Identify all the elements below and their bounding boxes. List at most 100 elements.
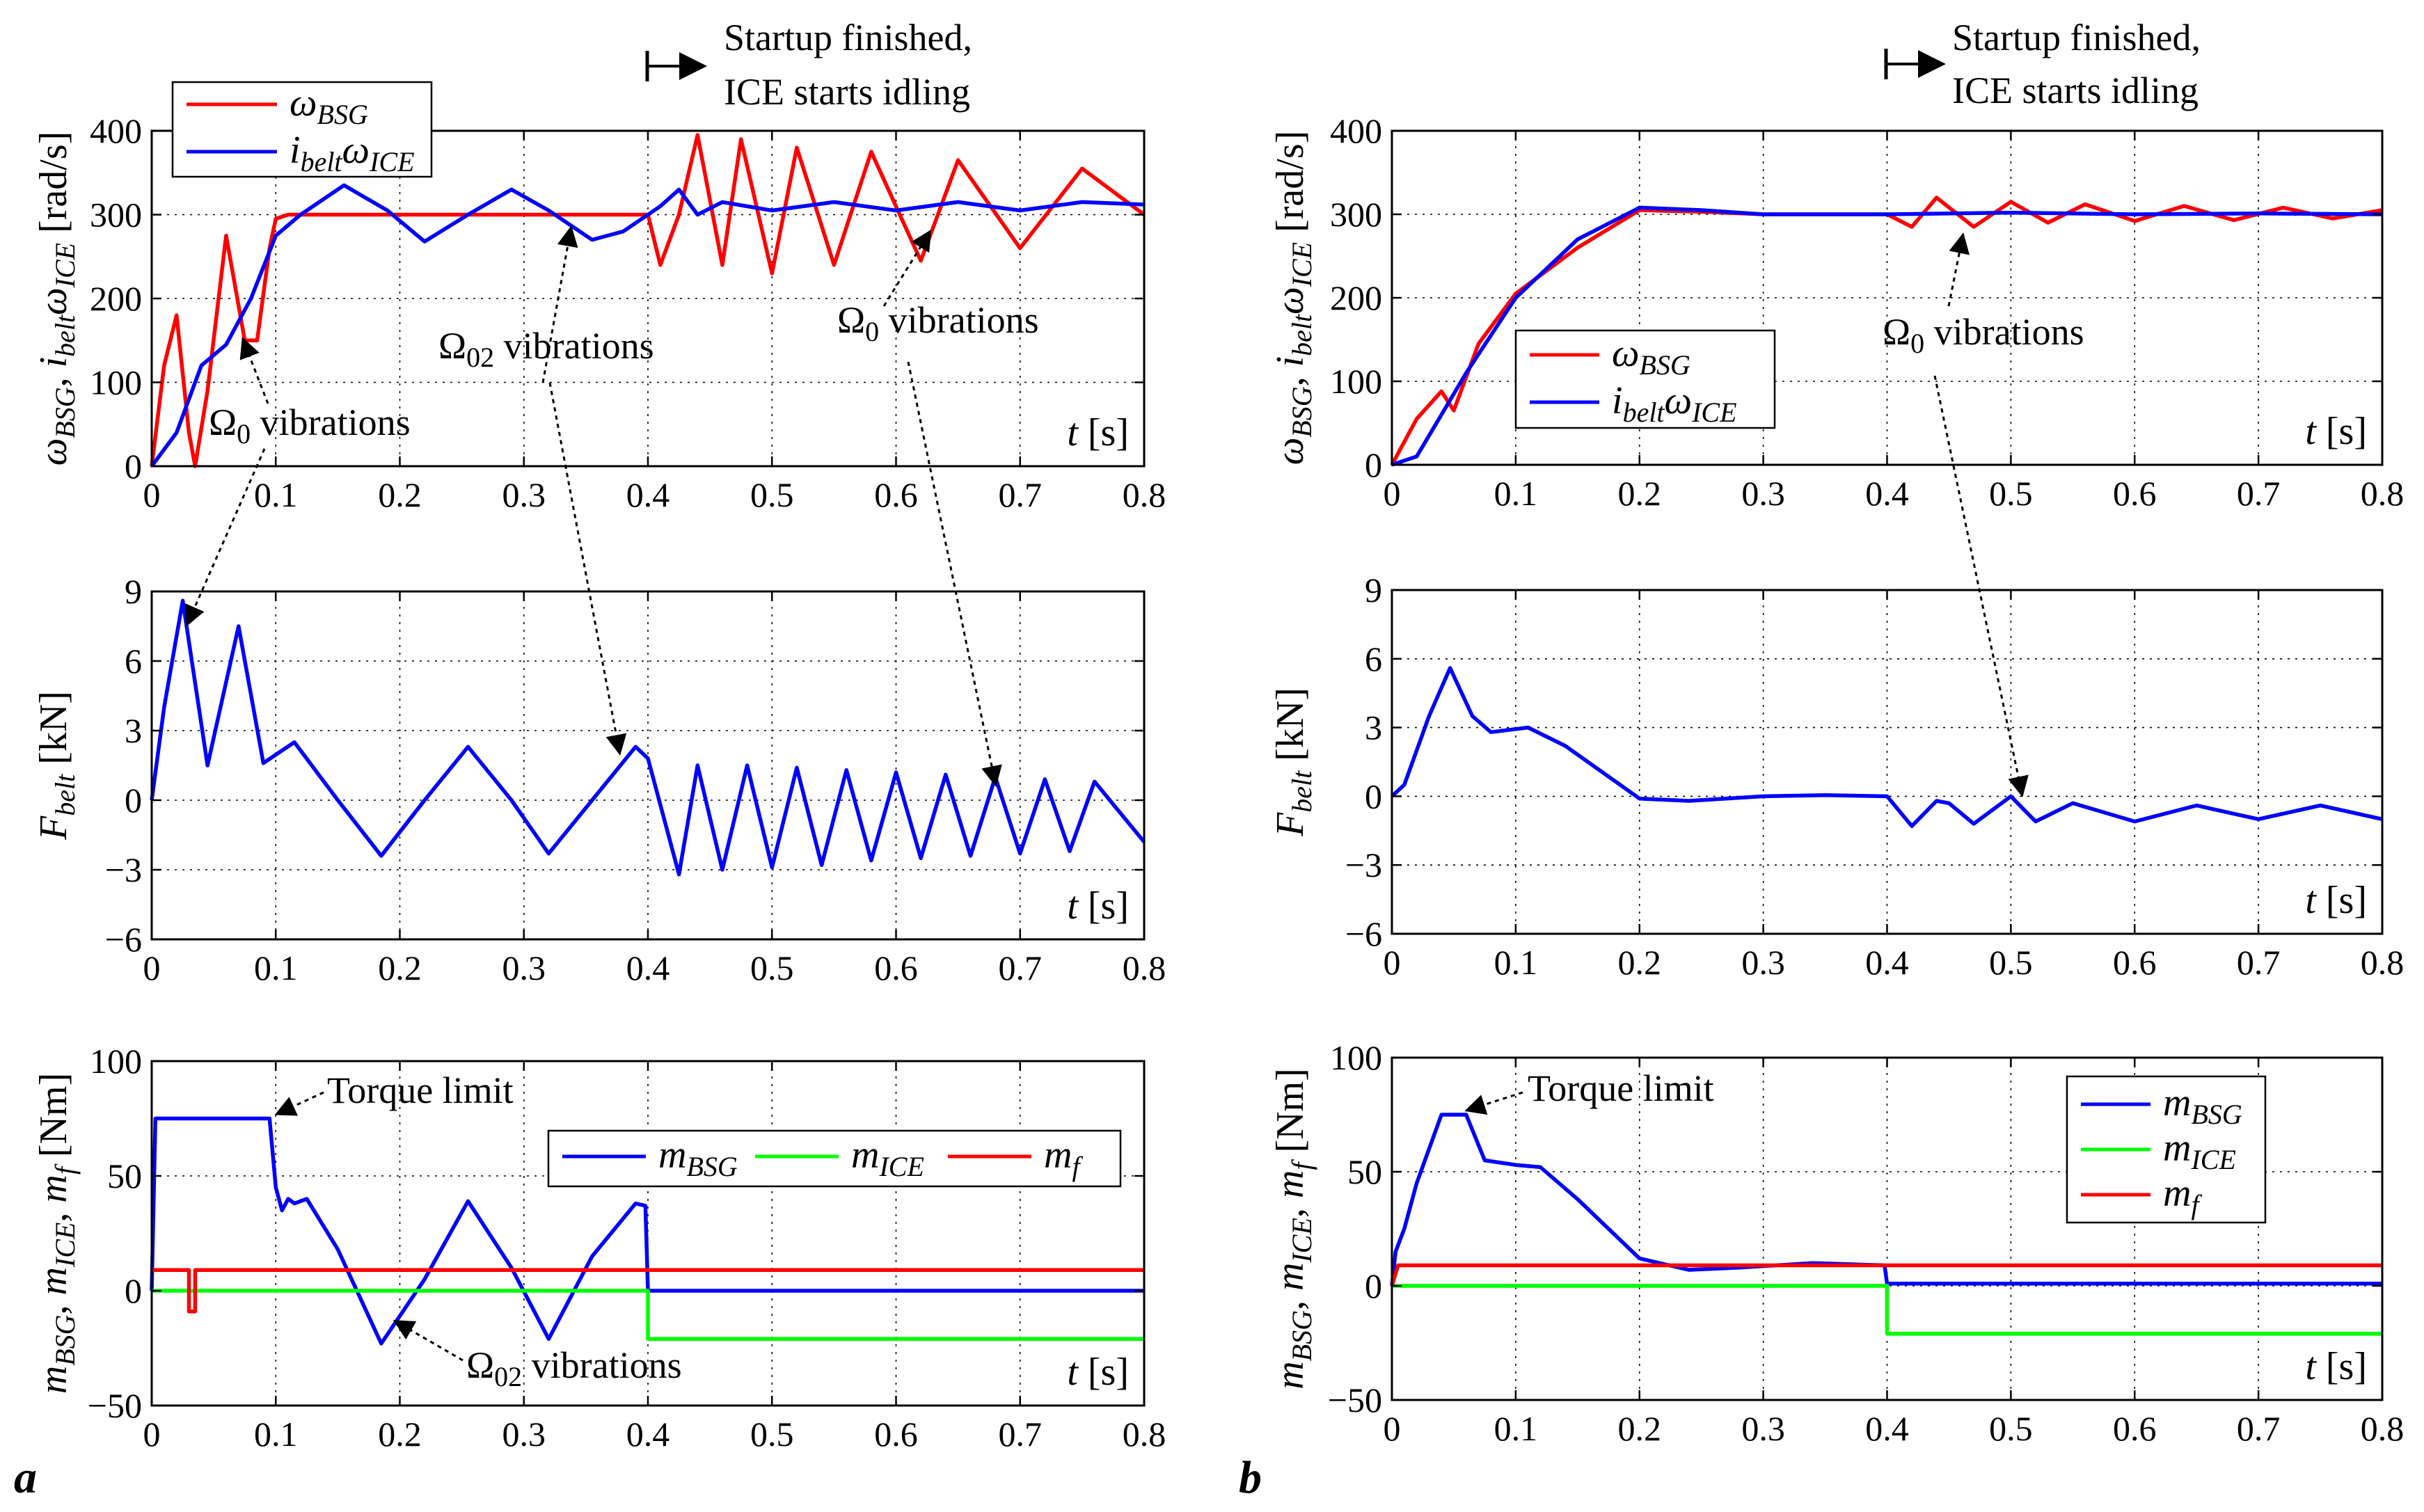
x-axis-label: t [s] <box>2305 410 2367 453</box>
series-line-mBSG <box>150 1116 1144 1346</box>
grid <box>1392 590 2382 934</box>
x-tick-label: 0.4 <box>626 948 670 987</box>
y-tick-label: 100 <box>90 363 142 402</box>
x-tick-label: 0.5 <box>1989 943 2033 982</box>
x-tick-label: 0.1 <box>254 948 298 987</box>
torque-limit-label: Torque limit <box>327 1069 514 1111</box>
x-tick-label: 0.4 <box>1865 474 1909 513</box>
omega0-label: Ω0 vibrations <box>1883 311 2084 359</box>
x-tick-label: 0.2 <box>1618 1409 1662 1448</box>
annotation-arrow <box>1464 1091 1523 1115</box>
series-line-Fbelt <box>150 598 1146 877</box>
x-tick-label: 0 <box>1384 1409 1401 1448</box>
startup-text: ICE starts idling <box>1952 70 2199 111</box>
y-tick-label: 300 <box>90 196 142 234</box>
startup-text: Startup finished, <box>724 17 972 58</box>
legend-box <box>171 81 433 178</box>
x-tick-label: 0.8 <box>2361 474 2405 513</box>
legend-entry: mf <box>948 1133 1083 1182</box>
annotation-arrow <box>239 337 269 404</box>
x-axis-label: t [s] <box>1067 411 1129 454</box>
x-tick-label: 0 <box>1384 474 1401 513</box>
x-tick-label: 0.2 <box>378 1415 422 1454</box>
panel-letter-a: a <box>14 1452 37 1503</box>
chart-panel-a-1: 0 0.1 0.2 0.3 0.4 0.5 0.6 0.7 0.8 0 100 200 300 400 t … <box>32 111 1166 514</box>
x-tick-label: 0.1 <box>254 475 298 514</box>
legend-entry: mICE <box>755 1133 924 1182</box>
y-tick-label: −3 <box>105 850 142 889</box>
x-tick-label: 0.2 <box>378 948 422 987</box>
y-tick-label: 0 <box>125 781 142 820</box>
x-tick-label: 0.3 <box>1741 943 1785 982</box>
y-axis-label: Fbelt [kN] <box>1269 687 1317 837</box>
x-tick-label: 0.2 <box>378 475 422 514</box>
legend-entry: ωBSG <box>187 81 368 130</box>
y-tick-label: 400 <box>1330 111 1382 150</box>
legend-entry: mBSG <box>2081 1081 2242 1130</box>
y-tick-label: −50 <box>88 1386 142 1425</box>
x-tick-label: 0.7 <box>2237 943 2281 982</box>
x-tick-label: 0.8 <box>1123 475 1166 514</box>
y-tick-label: 0 <box>1365 777 1382 815</box>
series-line-mf <box>1390 1263 2382 1287</box>
omega0-label: Ω0 vibrations <box>837 299 1039 347</box>
x-tick-label: 0.4 <box>1865 1409 1909 1448</box>
y-tick-label: 6 <box>125 642 142 681</box>
x-tick-label: 0.6 <box>2113 943 2157 982</box>
x-tick-label: 0.7 <box>999 475 1043 514</box>
panel-letter-b: b <box>1239 1452 1262 1503</box>
x-tick-label: 0 <box>1384 943 1401 982</box>
x-tick-label: 0.7 <box>2237 474 2281 513</box>
x-tick-label: 0.1 <box>1494 943 1538 982</box>
chart-panel-b-1: 0 0.1 0.2 0.3 0.4 0.5 0.6 0.7 0.8 0 100 200 300 400 t … <box>1269 111 2404 513</box>
legend-label: mBSG <box>2163 1081 2242 1130</box>
y-tick-label: 0 <box>125 1271 142 1310</box>
x-tick-label: 0.1 <box>1494 474 1538 513</box>
x-tick-label: 0.4 <box>1865 943 1909 982</box>
x-axis-label: t [s] <box>2305 879 2367 922</box>
x-tick-label: 0.8 <box>1123 948 1166 987</box>
x-axis-label: t [s] <box>2305 1345 2367 1388</box>
x-tick-label: 0.8 <box>1123 1415 1166 1454</box>
omega0-label: Ω0 vibrations <box>209 401 411 449</box>
x-tick-label: 0.3 <box>502 475 546 514</box>
y-tick-label: 50 <box>1347 1152 1382 1191</box>
annotation-arrow <box>1933 375 2029 797</box>
x-tick-label: 0.3 <box>502 1415 546 1454</box>
x-tick-label: 0 <box>143 475 161 514</box>
x-tick-label: 0.7 <box>999 948 1043 987</box>
torque-limit-label: Torque limit <box>1528 1067 1714 1109</box>
x-tick-label: 0 <box>143 948 161 987</box>
x-tick-label: 0.3 <box>1741 474 1785 513</box>
x-tick-label: 0.5 <box>1989 1409 2033 1448</box>
annotations: Startup finished, ICE starts idling Ω0 vib… <box>14 17 2201 1503</box>
y-tick-label: −50 <box>1328 1380 1382 1419</box>
legend-box <box>1514 329 1776 429</box>
annotation-arrow <box>882 229 932 307</box>
y-axis-label: ωBSG, ibeltωICE [rad/s] <box>1269 131 1317 465</box>
x-tick-label: 0.6 <box>874 475 918 514</box>
x-tick-label: 0.7 <box>2237 1409 2281 1448</box>
y-tick-label: 3 <box>125 711 142 750</box>
y-tick-label: 200 <box>1330 278 1382 317</box>
y-tick-label: 200 <box>90 279 142 318</box>
chart-panel-a-2: 0 0.1 0.2 0.3 0.4 0.5 0.6 0.7 0.8 −6 −3 0 3 6 9 t [s] Fb… <box>32 572 1166 987</box>
legend-box <box>547 1129 1122 1188</box>
x-tick-label: 0.5 <box>750 948 794 987</box>
x-tick-label: 0.6 <box>874 948 918 987</box>
y-tick-label: 100 <box>1330 1038 1382 1077</box>
x-axis-label: t [s] <box>1067 884 1129 928</box>
legend-label: ωBSG <box>290 81 368 130</box>
y-tick-label: 300 <box>1330 195 1382 234</box>
y-tick-label: 9 <box>125 572 142 611</box>
y-tick-label: 0 <box>1365 445 1382 484</box>
series-line-mICE <box>152 1289 1144 1342</box>
annotation-arrow <box>541 225 578 383</box>
x-tick-label: 0.7 <box>999 1415 1043 1454</box>
omega02-label: Ω02 vibrations <box>466 1344 682 1392</box>
startup-text: ICE starts idling <box>724 71 970 113</box>
legend-label: ibeltωICE <box>1612 379 1737 428</box>
series-line-ibeltωICE <box>150 183 1145 468</box>
